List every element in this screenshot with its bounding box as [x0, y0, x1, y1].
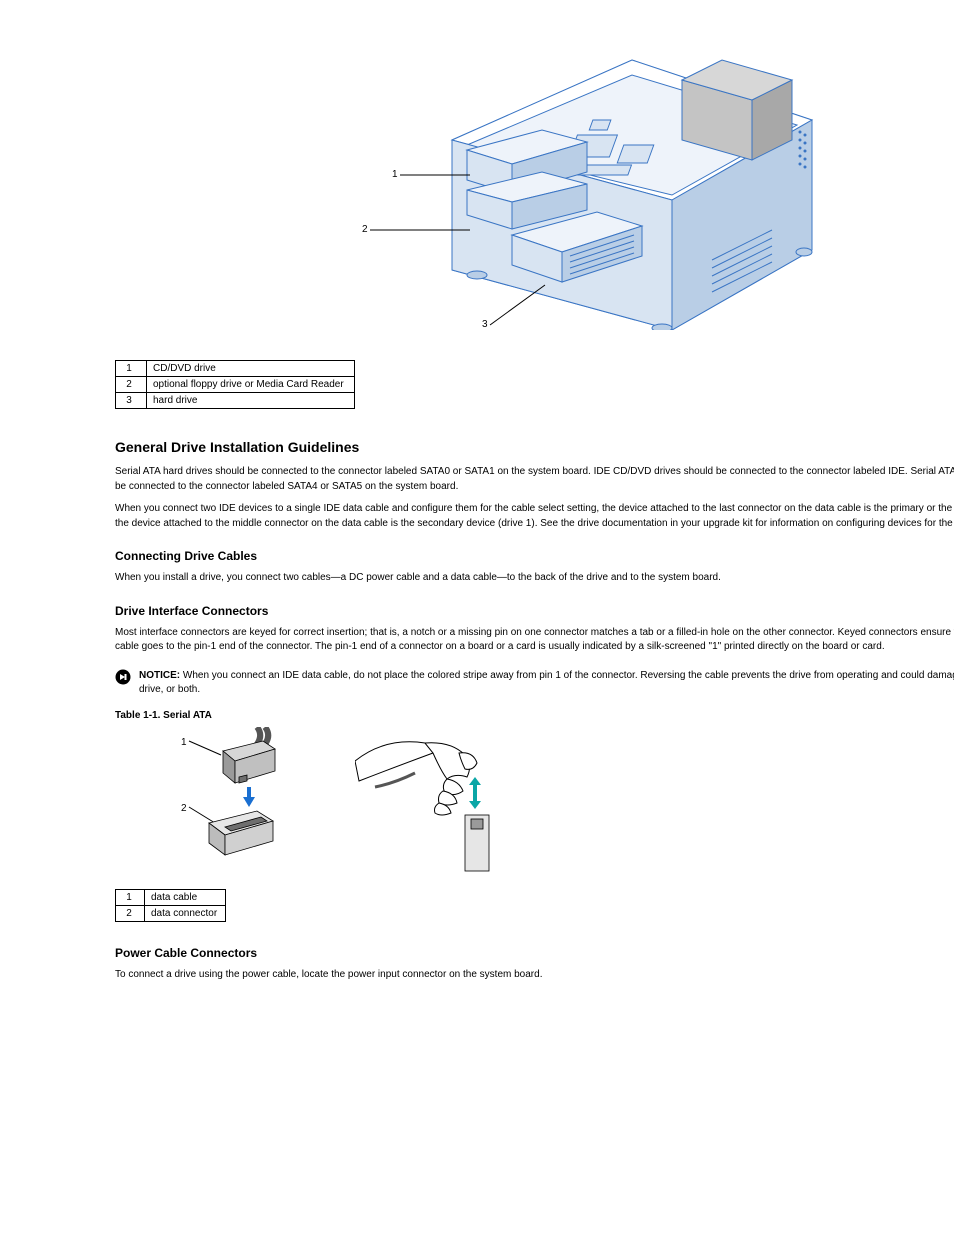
heading-interface-connectors: Drive Interface Connectors [115, 604, 954, 618]
table-row: 3 [116, 393, 147, 409]
notice-block: NOTICE: When you connect an IDE data cab… [115, 669, 954, 698]
table-row: hard drive [147, 393, 355, 409]
table-row: 2 [116, 377, 147, 393]
callout-3-num: 3 [482, 320, 488, 330]
callout-1-num: 1 [181, 737, 187, 748]
notice-icon [115, 669, 131, 685]
figure1-callout-table: 1 CD/DVD drive 2 optional floppy drive o… [115, 360, 355, 409]
figure2-label: Table 1-1. Serial ATA [115, 710, 954, 721]
callout-2-num: 2 [181, 803, 187, 814]
figure2-callout-table: 1 data cable 2 data connector [115, 889, 226, 922]
table-row: CD/DVD drive [147, 361, 355, 377]
figure-chassis: 1 2 3 [332, 40, 852, 340]
notice-text: NOTICE: When you connect an IDE data cab… [139, 669, 954, 698]
table-row: optional floppy drive or Media Card Read… [147, 377, 355, 393]
figure-sata: 1 2 [175, 727, 954, 877]
body-text: To connect a drive using the power cable… [115, 968, 954, 983]
table-row: data connector [145, 905, 226, 921]
table-row: data cable [145, 889, 226, 905]
sata-connector-illustration [175, 727, 315, 867]
body-text: Most interface connectors are keyed for … [115, 626, 954, 655]
table-row: 1 [116, 361, 147, 377]
body-text: When you install a drive, you connect tw… [115, 571, 954, 586]
chassis-illustration [412, 40, 832, 330]
table-row: 1 [116, 889, 145, 905]
heading-power-connectors: Power Cable Connectors [115, 946, 954, 960]
callout-1-num: 1 [392, 170, 398, 180]
hand-pull-illustration [355, 727, 515, 877]
callout-2-num: 2 [362, 225, 368, 235]
body-text: Serial ATA hard drives should be connect… [115, 465, 954, 494]
body-text: When you connect two IDE devices to a si… [115, 502, 954, 531]
table-row: 2 [116, 905, 145, 921]
heading-connecting-cables: Connecting Drive Cables [115, 549, 954, 563]
heading-drive-install: General Drive Installation Guidelines [115, 439, 954, 455]
